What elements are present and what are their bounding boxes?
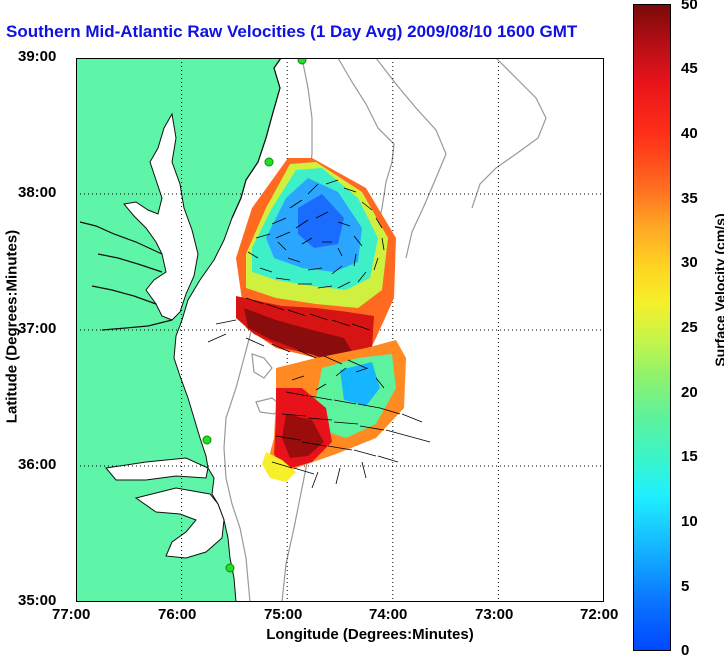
colorbar-tick: 20 [681,384,698,401]
map-title: Southern Mid-Atlantic Raw Velocities (1 … [6,22,578,41]
map-panel[interactable] [76,58,604,602]
river-potomac [79,221,163,255]
chesapeake-bay [123,112,199,321]
x-tick: 77:00 [52,606,91,623]
colorbar-tick: 0 [681,642,690,659]
x-tick: 74:00 [369,606,408,623]
radar-site-marker [202,435,212,445]
colorbar-tick: 35 [681,190,698,207]
velocity-field [236,158,406,482]
colorbar-tick: 40 [681,125,698,142]
radar-site-marker [225,563,235,573]
river-rappahannock [97,253,163,273]
y-axis-label: Latitude (Degrees:Minutes) [3,229,21,424]
x-tick: 73:00 [475,606,514,623]
pamlico-sound [134,487,225,559]
radar-sites [202,58,307,573]
colorbar-tick: 25 [681,319,698,336]
colorbar-tick: 30 [681,254,698,271]
y-tick: 36:00 [18,456,57,473]
colorbar-tick: 45 [681,60,698,77]
colorbar-tick: 50 [681,0,698,13]
colorbar [633,4,671,651]
x-tick: 72:00 [580,606,619,623]
map-canvas [76,58,604,602]
colorbar-label: Surface Velocity (cm/s) [712,213,724,367]
current-vectors [207,179,431,489]
albemarle-sound [105,457,209,481]
x-tick: 75:00 [264,606,303,623]
y-tick: 37:00 [18,320,57,337]
colorbar-tick: 5 [681,578,690,595]
y-tick: 35:00 [18,592,57,609]
radar-site-marker [264,157,274,167]
map-frame [76,58,604,602]
x-axis-label: Longitude (Degrees:Minutes) [266,626,474,643]
x-tick: 76:00 [158,606,197,623]
colorbar-tick: 15 [681,448,698,465]
river-york-james [91,285,173,331]
coastline [231,58,282,219]
y-tick: 38:00 [18,184,57,201]
y-tick: 39:00 [18,48,57,65]
colorbar-tick: 10 [681,513,698,530]
radar-site-marker [297,58,307,65]
